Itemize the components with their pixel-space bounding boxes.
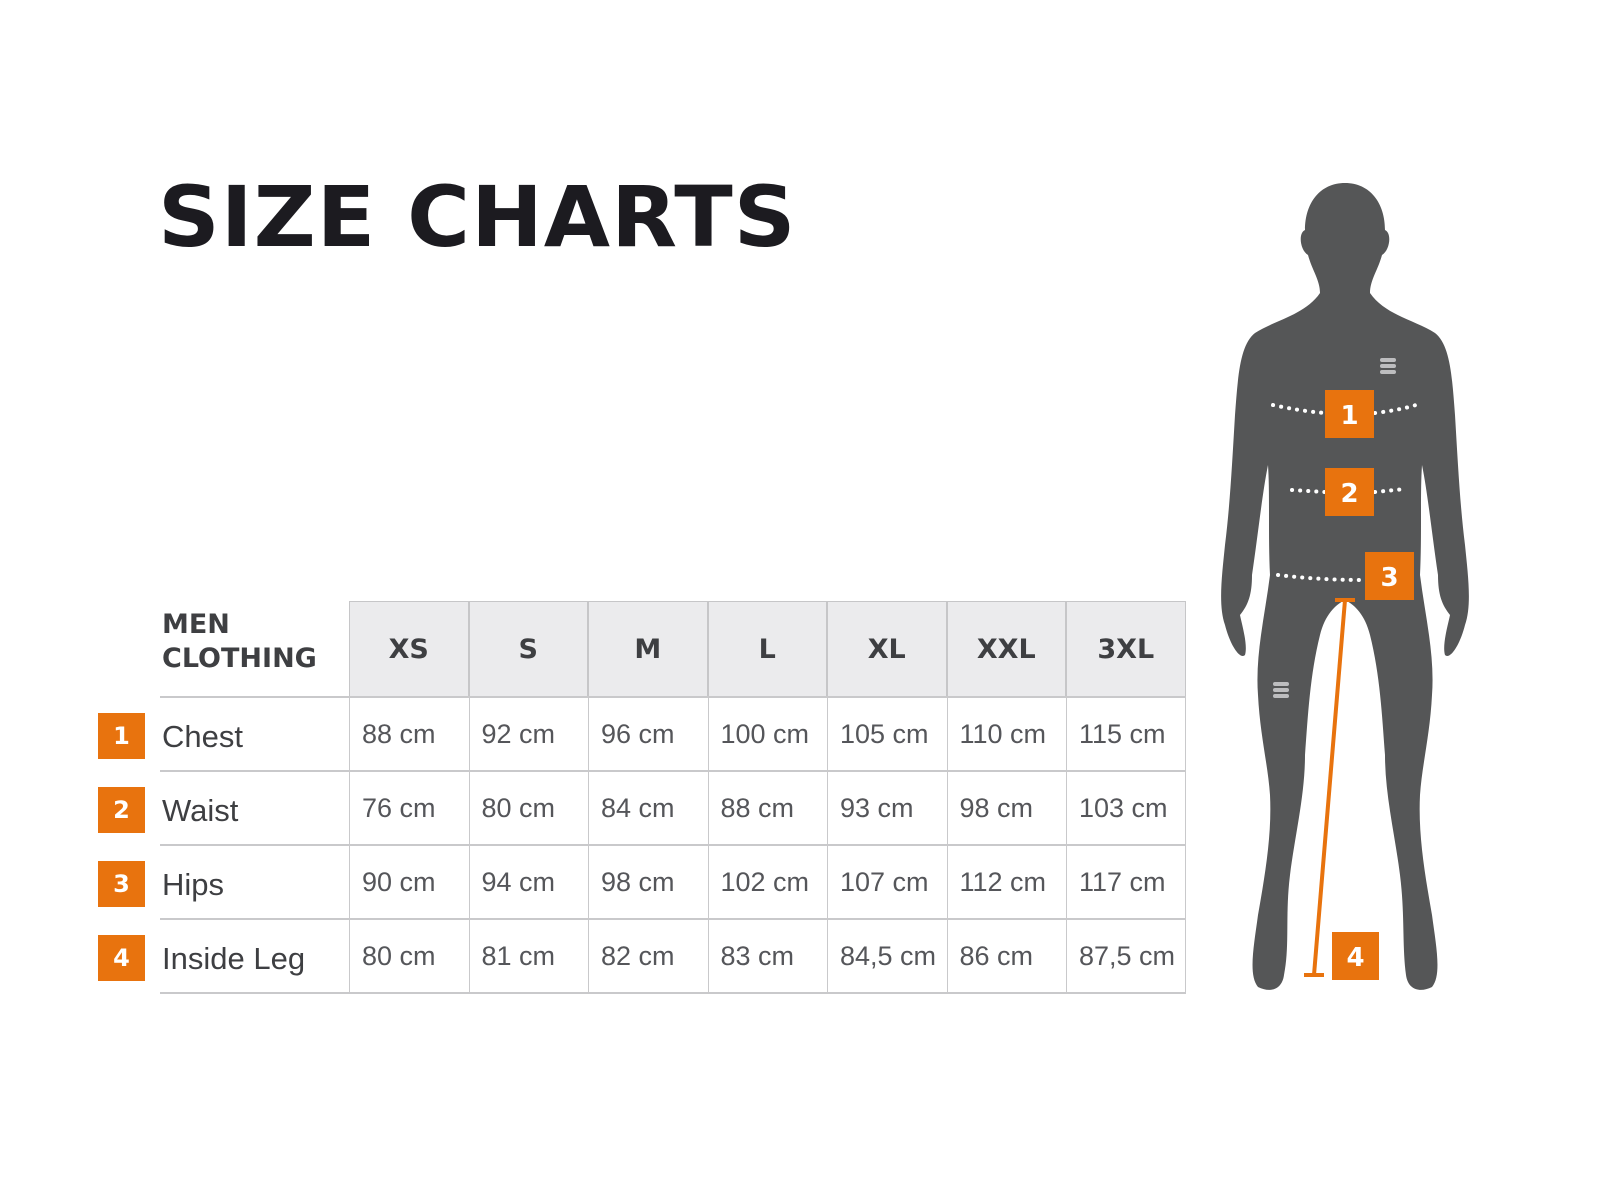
size-header-l: L	[707, 601, 827, 697]
size-header-3xl: 3XL	[1066, 601, 1186, 697]
marker-4: 4	[1346, 943, 1364, 973]
row-label: Hips	[162, 867, 225, 902]
row-badge-1: 1	[98, 713, 145, 759]
table-cell: 110 cm	[946, 697, 1067, 771]
table-row: Waist 76 cm 80 cm 84 cm 88 cm 93 cm 98 cm 103 c…	[160, 771, 1186, 845]
row-badge-2: 2	[98, 787, 145, 833]
row-divider	[160, 918, 1186, 920]
table-cell: 112 cm	[946, 845, 1067, 919]
table-cell: 84 cm	[588, 771, 708, 845]
table-cell: 76 cm	[349, 771, 469, 845]
table-cell: 107 cm	[827, 845, 947, 919]
table-cell: 94 cm	[468, 845, 589, 919]
size-header-xl: XL	[827, 601, 947, 697]
table-cell: 117 cm	[1066, 845, 1186, 919]
table-cell: 98 cm	[588, 845, 708, 919]
table-cell: 100 cm	[707, 697, 828, 771]
row-divider	[160, 844, 1186, 846]
row-label: Waist	[162, 793, 239, 828]
marker-2: 2	[1340, 479, 1358, 509]
row-label: Chest	[162, 719, 243, 754]
table-cell: 82 cm	[588, 919, 708, 993]
size-header-xxl: XXL	[946, 601, 1066, 697]
row-badge-4: 4	[98, 935, 145, 981]
marker-1: 1	[1340, 401, 1358, 431]
table-row: Chest 88 cm 92 cm 96 cm 100 cm 105 cm 110 cm 11…	[160, 697, 1186, 771]
figure-markers: 1 2 3 4	[1325, 390, 1414, 980]
corner-line-1: MEN	[162, 609, 230, 640]
table-cell: 92 cm	[468, 697, 589, 771]
table-cell: 84,5 cm	[827, 919, 947, 993]
table-cell: 80 cm	[468, 771, 589, 845]
size-header-m: M	[588, 601, 708, 697]
row-label: Inside Leg	[162, 941, 306, 976]
table-cell: 102 cm	[707, 845, 828, 919]
logo-icon	[1273, 358, 1396, 698]
row-divider	[160, 770, 1186, 772]
table-row: Inside Leg 80 cm 81 cm 82 cm 83 cm 84,5 cm 86 …	[160, 919, 1186, 993]
table-row: Hips 90 cm 94 cm 98 cm 102 cm 107 cm 112 cm 117…	[160, 845, 1186, 919]
table-cell: 88 cm	[349, 697, 469, 771]
corner-line-2: CLOTHING	[162, 643, 317, 674]
row-badge-3: 3	[98, 861, 145, 907]
table-cell: 87,5 cm	[1066, 919, 1186, 993]
table-cell: 98 cm	[946, 771, 1067, 845]
row-divider	[160, 696, 1186, 698]
table-cell: 83 cm	[707, 919, 828, 993]
table-cell: 105 cm	[827, 697, 947, 771]
table-cell: 90 cm	[349, 845, 469, 919]
table-cell: 81 cm	[468, 919, 589, 993]
table-cell: 80 cm	[349, 919, 469, 993]
table-cell: 115 cm	[1066, 697, 1186, 771]
table-cell: 93 cm	[827, 771, 947, 845]
size-header-xs: XS	[349, 601, 469, 697]
table-cell: 96 cm	[588, 697, 708, 771]
inside-leg-measure	[1304, 598, 1355, 977]
page-title: SIZE CHARTS	[158, 168, 797, 266]
marker-3: 3	[1380, 563, 1398, 593]
table-cell: 88 cm	[707, 771, 828, 845]
size-header-s: S	[468, 601, 588, 697]
row-divider	[160, 992, 1186, 994]
table-corner-label: MEN CLOTHING	[162, 608, 317, 676]
silhouette-icon	[1221, 183, 1469, 990]
table-cell: 103 cm	[1066, 771, 1186, 845]
measure-lines	[1271, 403, 1418, 582]
table-cell: 86 cm	[946, 919, 1067, 993]
body-silhouette-figure: 1 2 3 4	[1221, 183, 1469, 990]
